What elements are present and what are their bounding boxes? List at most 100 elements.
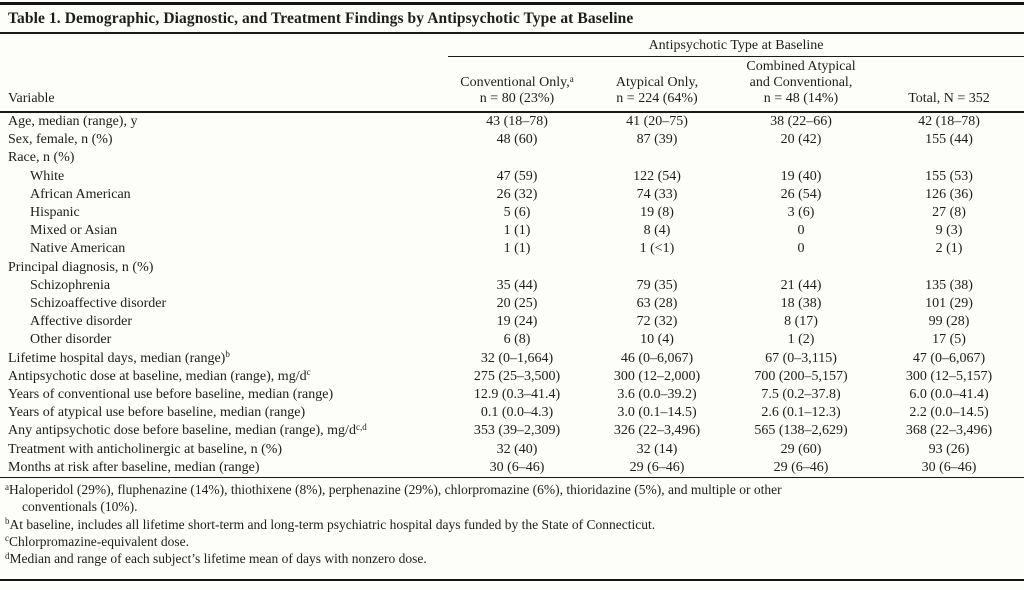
cell-value: 46 (0–6,067) (620, 350, 694, 366)
row-label-text: Race, n (%) (8, 150, 75, 166)
row-label: Treatment with anticholinergic at baseli… (0, 441, 448, 459)
column-header-text: Atypical Only, (615, 75, 699, 90)
column-header-row: Variable Conventional Only,a n = 80 (23%)… (0, 57, 1024, 113)
column-header: Atypical Only, n = 224 (64%) (586, 57, 728, 113)
cell-value: 1 (<1) (639, 241, 675, 257)
footnote-text: Haloperidol (29%), fluphenazine (14%), t… (9, 482, 782, 498)
footnote-marker: b (225, 349, 230, 360)
cell-value: 1 (1) (503, 223, 531, 239)
table-row: Lifetime hospital days, median (range)b 3… (0, 350, 1024, 368)
row-label: Affective disorder (0, 313, 448, 331)
cell-value: 29 (60) (780, 441, 822, 457)
cell-value: 79 (35) (636, 277, 678, 293)
cell-value: 155 (53) (925, 168, 973, 184)
table-row: Affective disorder 19 (24) 72 (32) 8 (17) 99… (0, 313, 1024, 331)
column-header-line: n = 224 (64%) (588, 91, 726, 107)
table-row: Years of conventional use before baselin… (0, 386, 1024, 404)
row-label: Mixed or Asian (0, 222, 448, 240)
cell-value: 19 (24) (496, 314, 538, 330)
row-label-text: Years of atypical use before baseline, m… (8, 405, 306, 421)
footnote: dMedian and range of each subject’s life… (5, 550, 1016, 567)
row-label: Sex, female, n (%) (0, 131, 448, 149)
cell-value: 9 (3) (935, 223, 963, 239)
table-row: Race, n (%) (0, 149, 1024, 167)
table-row: Any antipsychotic dose before baseline, … (0, 422, 1024, 440)
column-header-text: and Conventional, (749, 75, 853, 90)
cell-value: 565 (138–2,629) (754, 423, 848, 439)
footnote-marker: b (5, 516, 10, 527)
cell-value: 30 (6–46) (921, 459, 977, 475)
cell-value: 17 (5) (932, 332, 966, 348)
cell-value: 30 (6–46) (489, 459, 545, 475)
footnote: cChlorpromazine-equivalent dose. (5, 533, 1016, 550)
row-label: Schizoaffective disorder (0, 295, 448, 313)
table-row: Treatment with anticholinergic at baseli… (0, 441, 1024, 459)
cell-value (586, 149, 728, 167)
cell-value: 21 (44) (780, 277, 822, 293)
column-header-text: Total, N = 352 (908, 91, 990, 106)
table-row: Sex, female, n (%) 48 (60) 87 (39) 20 (42) 1… (0, 131, 1024, 149)
row-label-text: Sex, female, n (%) (8, 132, 113, 148)
cell-value: 67 (0–3,115) (765, 350, 837, 366)
row-label-text: Mixed or Asian (30, 223, 118, 239)
row-label-text: Affective disorder (30, 314, 132, 330)
row-label: Hispanic (0, 204, 448, 222)
row-label-text: Schizophrenia (30, 277, 111, 293)
table-row: Native American 1 (1) 1 (<1) 0 2 (1) (0, 240, 1024, 258)
title-rule (0, 32, 1024, 34)
column-header-line: n = 80 (23%) (450, 91, 584, 107)
cell-value: 3.0 (0.1–14.5) (617, 405, 697, 421)
footnote: aHaloperidol (29%), fluphenazine (14%), … (5, 481, 1016, 498)
table-title: Table 1. Demographic, Diagnostic, and Tr… (8, 10, 634, 27)
cell-value: 18 (38) (780, 296, 822, 312)
table-row: Antipsychotic dose at baseline, median (… (0, 368, 1024, 386)
row-label-text: Other disorder (30, 332, 112, 348)
cell-value: 155 (44) (925, 132, 973, 148)
cell-value: 2 (1) (935, 241, 963, 257)
cell-value: 368 (22–3,496) (905, 423, 993, 439)
cell-value: 1 (2) (787, 332, 815, 348)
cell-value: 10 (4) (640, 332, 674, 348)
row-label: Age, median (range), y (0, 112, 448, 131)
row-label: Native American (0, 240, 448, 258)
table-row: African American 26 (32) 74 (33) 26 (54) 126… (0, 186, 1024, 204)
row-label-text: Months at risk after baseline, median (r… (8, 459, 260, 475)
column-header-text: Conventional Only, (460, 75, 570, 90)
cell-value: 300 (12–2,000) (613, 368, 701, 384)
row-label: Years of conventional use before baselin… (0, 386, 448, 404)
row-label: Lifetime hospital days, median (range)b (0, 350, 448, 368)
cell-value: 93 (26) (928, 441, 970, 457)
cell-value: 43 (18–78) (486, 114, 548, 129)
cell-value: 38 (22–66) (770, 114, 832, 129)
row-label-text: African American (30, 186, 131, 202)
cell-value (586, 259, 728, 277)
column-header: Conventional Only,a n = 80 (23%) (448, 57, 586, 113)
footnote-marker: c,d (355, 422, 367, 432)
column-group-header: Antipsychotic Type at Baseline (448, 34, 1024, 57)
cell-value: 42 (18–78) (918, 114, 980, 129)
cell-value: 32 (40) (496, 441, 538, 457)
cell-value: 353 (39–2,309) (473, 423, 561, 439)
row-label-text: White (30, 168, 65, 184)
column-header-line: Atypical Only, (588, 75, 726, 91)
cell-value: 19 (40) (780, 168, 822, 184)
column-header-line: Conventional Only,a (450, 74, 584, 91)
cell-value: 20 (42) (780, 132, 822, 148)
cell-value: 32 (0–1,664) (480, 350, 554, 366)
cell-value (728, 259, 874, 277)
row-label-text: Native American (30, 241, 126, 257)
table-row: Schizophrenia 35 (44) 79 (35) 21 (44) 135 (3… (0, 277, 1024, 295)
spanner-spacer (0, 34, 448, 57)
cell-value: 29 (6–46) (629, 459, 685, 475)
cell-value: 275 (25–3,500) (473, 368, 561, 384)
cell-value: 0.1 (0.0–4.3) (480, 405, 554, 421)
cell-value: 0 (797, 223, 805, 239)
cell-value: 41 (20–75) (626, 114, 688, 129)
table-row: Age, median (range), y 43 (18–78) 41 (20–7… (0, 112, 1024, 131)
cell-value: 135 (38) (925, 277, 973, 293)
cell-value: 48 (60) (496, 132, 538, 148)
top-rule (0, 2, 1024, 5)
footnotes: aHaloperidol (29%), fluphenazine (14%), … (0, 477, 1024, 571)
row-label-text: Antipsychotic dose at baseline, median (… (8, 368, 307, 384)
row-label: African American (0, 186, 448, 204)
